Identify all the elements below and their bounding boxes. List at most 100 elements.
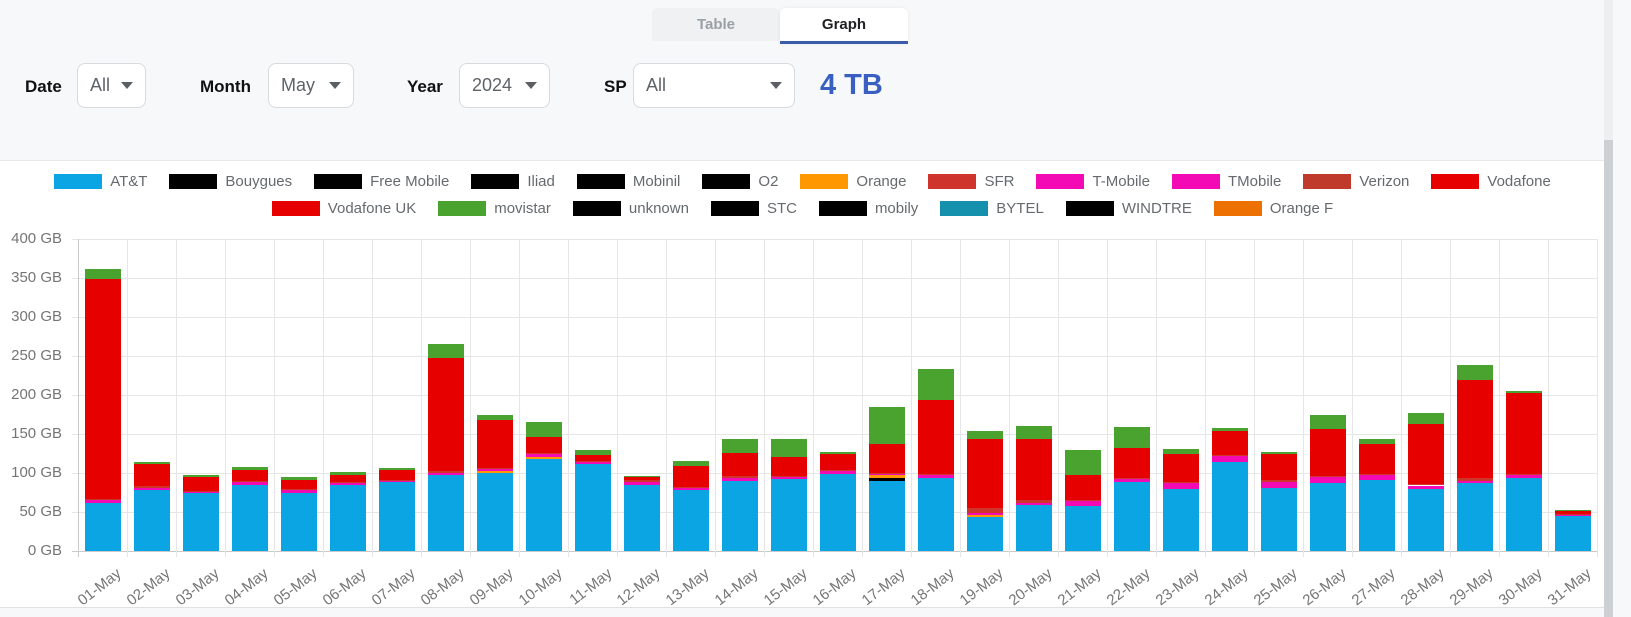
bar-segment-at-t (84, 502, 121, 551)
bar-segment-movistar (427, 344, 464, 358)
legend-swatch (1172, 174, 1220, 189)
bar-segment-at-t (280, 492, 317, 551)
bar-segment-sfr (329, 481, 366, 483)
bar-segment-sfr (1260, 480, 1297, 482)
bar-segment-movistar (1505, 391, 1542, 393)
chart-legend-row-2: Vodafone UK movistar unknown STC mobily BYTEL… (0, 200, 1605, 217)
bar-segment-vodafone (133, 464, 170, 487)
legend-item-bouygues[interactable]: Bouygues (169, 173, 292, 190)
bar-segment-at-t (1407, 489, 1444, 551)
legend-swatch (438, 201, 487, 216)
bar-13-may (672, 239, 709, 551)
legend-label: T-Mobile (1092, 173, 1150, 190)
tab-table[interactable]: Table (652, 8, 780, 41)
legend-item-windtre[interactable]: WINDTRE (1065, 200, 1192, 217)
legend-item-at-t[interactable]: AT&T (54, 173, 147, 190)
bar-segment-sfr (623, 480, 660, 482)
bar-04-may (231, 239, 268, 551)
bar-segment-sfr (182, 490, 219, 492)
bar-segment-vodafone (1309, 428, 1346, 477)
date-value: All (90, 75, 111, 95)
bar-segment-movistar (721, 438, 758, 453)
legend-item-unknown[interactable]: unknown (572, 200, 689, 217)
scrollbar-thumb[interactable] (1604, 140, 1613, 617)
legend-item-free-mobile[interactable]: Free Mobile (314, 173, 449, 190)
legend-label: WINDTRE (1121, 200, 1192, 217)
legend-swatch (169, 174, 218, 189)
month-select[interactable]: May (268, 63, 354, 108)
bar-28-may (1407, 239, 1444, 551)
tab-graph[interactable]: Graph (780, 8, 908, 44)
legend-item-movistar[interactable]: movistar (438, 200, 551, 217)
x-axis-tick-label: 22-May (1104, 565, 1154, 610)
gridline-vertical (421, 239, 422, 557)
date-label: Date (25, 77, 62, 96)
x-axis-tick-label: 15-May (761, 565, 811, 610)
bar-segment-sfr (721, 476, 758, 478)
x-axis-tick-label: 19-May (957, 565, 1007, 610)
bar-segment-at-t (1554, 515, 1591, 551)
legend-item-tmobile[interactable]: TMobile (1172, 173, 1281, 190)
legend-item-mobily[interactable]: mobily (818, 200, 918, 217)
gridline-vertical (1058, 239, 1059, 557)
bar-segment-at-t (574, 464, 611, 551)
legend-item-bytel[interactable]: BYTEL (940, 200, 1044, 217)
bar-segment-t-mobile (574, 462, 611, 465)
x-axis-tick-label: 28-May (1398, 565, 1448, 610)
legend-swatch (314, 174, 363, 189)
bar-segment-movistar (1015, 426, 1052, 439)
legend-item-iliad[interactable]: Iliad (471, 173, 555, 190)
legend-item-stc[interactable]: STC (710, 200, 797, 217)
x-axis-tick-label: 20-May (1006, 565, 1056, 610)
bar-segment-t-mobile (1260, 481, 1297, 488)
bar-segment-sfr (280, 488, 317, 491)
view-tabbar: Table Graph (652, 8, 908, 44)
bar-segment-t-mobile (378, 480, 415, 483)
bar-segment-at-t (231, 485, 268, 551)
legend-item-mobinil[interactable]: Mobinil (576, 173, 680, 190)
bar-31-may (1554, 239, 1591, 551)
x-axis-tick-label: 05-May (271, 565, 321, 610)
bar-segment-vodafone (525, 437, 562, 453)
gridline-horizontal (72, 317, 1597, 318)
bar-segment-sfr (84, 498, 121, 501)
year-select[interactable]: 2024 (459, 63, 550, 108)
legend-item-o2[interactable]: O2 (702, 173, 778, 190)
legend-swatch (1431, 174, 1480, 189)
y-axis-line (78, 239, 79, 557)
gridline-vertical (323, 239, 324, 557)
legend-item-t-mobile[interactable]: T-Mobile (1036, 173, 1150, 190)
legend-item-vodafone[interactable]: Vodafone (1431, 173, 1551, 190)
bar-segment-sfr (427, 471, 464, 473)
bar-segment-t-mobile (672, 487, 709, 491)
x-axis-tick-label: 09-May (467, 565, 517, 610)
bar-segment-vodafone (1113, 448, 1150, 478)
gridline-vertical (1548, 239, 1549, 557)
bar-segment-vodafone (868, 444, 905, 473)
date-select[interactable]: All (77, 63, 146, 108)
bar-segment-vodafone (770, 457, 807, 477)
legend-item-orange-f[interactable]: Orange F (1213, 200, 1333, 217)
bar-segment-vodafone (1554, 510, 1591, 514)
bar-segment-at-t (1162, 488, 1199, 551)
x-axis-tick-label: 30-May (1496, 565, 1546, 610)
legend-item-vodafone-uk[interactable]: Vodafone UK (271, 200, 416, 217)
x-axis-tick-label: 17-May (859, 565, 909, 610)
chevron-down-icon (770, 82, 782, 89)
legend-item-verizon[interactable]: Verizon (1303, 173, 1409, 190)
y-axis-tick-label: 150 GB (11, 425, 62, 442)
bar-segment-vodafone (672, 466, 709, 488)
bar-segment-vodafone (1505, 392, 1542, 474)
bar-segment-t-mobile (133, 487, 170, 491)
bar-segment-t-mobile (84, 500, 121, 503)
legend-item-sfr[interactable]: SFR (928, 173, 1014, 190)
x-axis-tick-label: 06-May (320, 565, 370, 610)
legend-swatch (1303, 174, 1352, 189)
sp-select[interactable]: All (633, 63, 795, 108)
bar-segment-orange (476, 470, 513, 473)
bar-11-may (574, 239, 611, 551)
gridline-vertical (813, 239, 814, 557)
bar-segment-t-mobile (868, 473, 905, 476)
legend-item-orange[interactable]: Orange (800, 173, 906, 190)
legend-swatch (940, 201, 989, 216)
